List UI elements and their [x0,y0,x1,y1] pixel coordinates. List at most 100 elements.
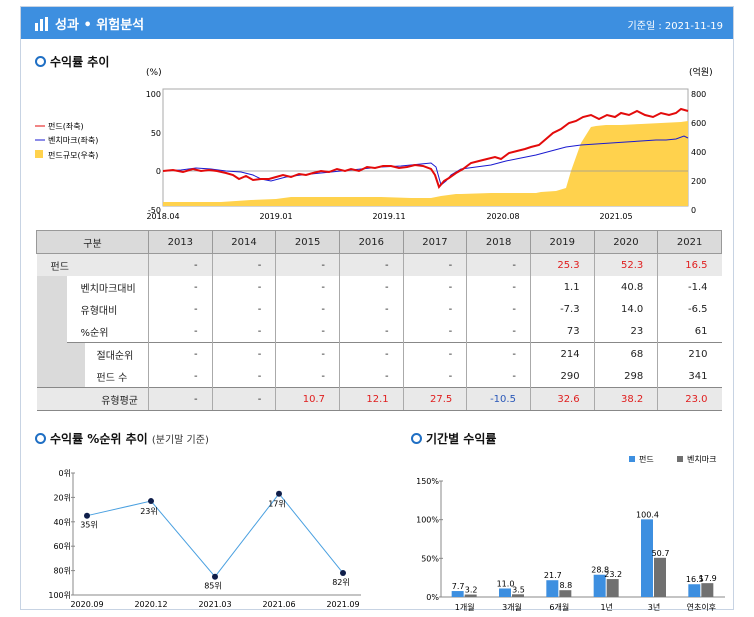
bar-data-label: 3.2 [465,586,478,595]
table-header-cell: 2017 [402,230,468,254]
x-tick-label: 3년 [648,602,660,611]
table-header-cell: 2020 [593,230,659,254]
row-label: 절대순위 [84,342,149,365]
table-header-cell: 2018 [466,230,531,254]
table-header-cell: 2021 [657,230,722,254]
table-cell: 23 [593,320,658,343]
table-header-cell: 2014 [211,230,277,254]
legend-fund-label: 펀드 [639,455,654,464]
table-cell: 1.1 [529,276,595,298]
table-row: %순위 - - - - - - 73 23 61 [37,320,722,343]
rank-data-label: 35위 [80,521,98,530]
x-tick-label: 6개월 [549,602,569,611]
y-tick-label: 20위 [53,493,71,502]
table-row: 유형평균 - - 10.7 12.1 27.5 -10.5 32.6 38.2 … [36,387,722,411]
table-cell: 210 [657,342,722,365]
bar [701,583,714,597]
table-cell: 27.5 [402,387,467,411]
table-header-cell: 2015 [275,230,340,254]
table-header-cell: 2013 [148,230,213,254]
table-cell: - [211,253,276,276]
table-cell: 61 [657,320,722,343]
table-cell: - [211,342,276,365]
table-cell: - [211,298,276,320]
ring-icon [411,433,422,444]
right-tick-label: 200 [691,177,706,186]
row-label: 펀드 수 [96,372,128,384]
rank-point [148,498,154,505]
bar [654,557,666,597]
table-cell: 38.2 [593,387,658,411]
left-tick-label: 100 [146,90,161,99]
legend-benchmark-label: 벤치마크 [687,454,716,464]
bar-data-label: 3.5 [512,585,525,594]
table-cell: 10.7 [275,387,340,411]
x-tick-label: 2021.05 [599,212,632,221]
table-cell: - [275,320,340,343]
bar-data-label: 8.8 [559,581,572,590]
table-cell: - [338,298,404,320]
table-cell: - [338,276,404,298]
row-label: %순위 [80,327,109,339]
table-cell: 68 [593,342,658,365]
table-cell: - [466,365,531,388]
table-cell: - [402,342,467,365]
legend-size-label: 펀드규모(우축) [48,151,98,160]
left-tick-label: -50 [148,206,161,215]
rank-point [340,570,346,577]
table-cell: - [338,342,404,365]
table-cell: - [466,298,531,320]
table-cell: - [148,342,213,365]
table-cell: - [402,276,467,298]
table-cell: 12.1 [338,387,404,411]
bar [559,590,572,597]
table-cell: - [402,320,467,343]
bar [464,594,477,597]
ring-icon [35,56,46,67]
table-cell: 73 [529,320,595,343]
table-cell: - [275,365,340,388]
reference-date: 기준일 : 2021-11-19 [627,21,723,32]
annual-performance-table: 구분 2013 2014 2015 2016 2017 2018 2019 20… [36,230,722,411]
rank-point [276,490,282,497]
table-cell: - [466,253,531,276]
x-tick-label: 1년 [600,602,612,611]
y-tick-label: 40위 [53,518,71,527]
legend-fund-swatch [629,456,635,462]
table-cell: - [466,276,531,298]
table-cell: - [148,253,213,276]
table-header-cell: 2019 [529,230,595,254]
table-cell: 16.5 [657,253,722,276]
panel-header: 성과 • 위험분석 기준일 : 2021-11-19 [21,7,733,39]
table-cell: - [402,298,467,320]
x-tick-label: 2021.03 [198,600,231,609]
right-tick-label: 800 [691,90,706,99]
x-tick-label: 2019.11 [372,212,405,221]
row-label: 유형대비 [80,305,118,317]
bar [451,591,464,597]
bar [593,574,606,597]
fund-size-area [163,121,688,206]
performance-risk-panel: 성과 • 위험분석 기준일 : 2021-11-19 수익률 추이 (%) (억… [20,6,734,611]
table-cell: - [275,298,340,320]
table-cell: - [338,365,404,388]
fund-line [162,107,689,190]
x-tick-label: 1개월 [455,602,475,611]
legend-size-swatch [35,150,43,158]
y-tick-label: 60위 [53,542,71,551]
table-row: 유형대비 - - - - - - -7.3 14.0 -6.5 [37,298,722,320]
left-tick-label: 50 [151,129,161,138]
table-row: 절대순위 - - - - - - 214 68 210 [37,342,722,388]
table-cell: 23.0 [657,387,722,411]
bar-data-label: 23.2 [604,570,622,579]
panel-title: 성과 • 위험분석 [55,18,145,33]
period-return-chart: 펀드 벤치마크 150% 100% 50% 0% 1개월 7.7 3.2 3개월 11.03.5 6개… [416,454,725,611]
main-chart-ticks: 100 50 0 -50 800 600 400 200 0 2018.04 2019.01 2019… [146,90,707,221]
table-cell: - [148,387,213,411]
rank-data-label: 23위 [140,507,158,516]
left-tick-label: 0 [156,167,161,176]
bar-data-label: 21.7 [544,571,562,580]
table-cell: - [402,253,467,276]
y-tick-label: 100% [416,516,439,525]
row-label: 유형평균 [36,387,149,411]
